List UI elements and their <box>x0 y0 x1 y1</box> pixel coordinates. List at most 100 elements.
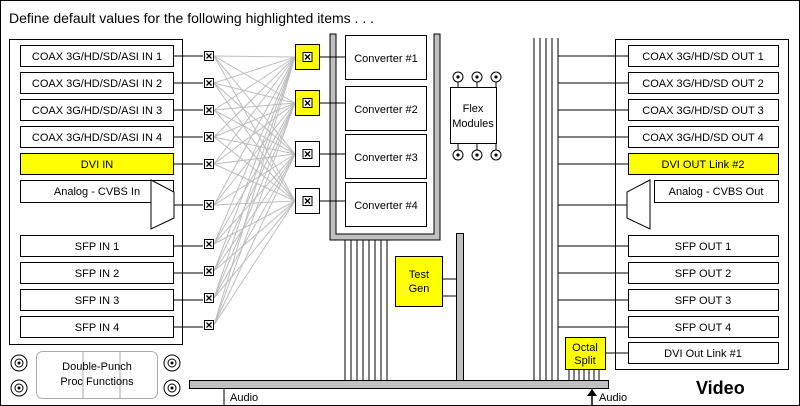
x-mark-icon <box>304 54 311 60</box>
converter-label: Converter #4 <box>354 200 418 212</box>
input-panel <box>9 39 183 345</box>
bnc-pin-icon <box>494 153 498 157</box>
diagram-elements: COAX 3G/HD/SD/ASI IN 1 COAX 3G/HD/SD/ASI … <box>10 35 779 405</box>
octal-split-box <box>565 337 606 370</box>
converter-box <box>345 134 427 179</box>
crosspoint-line <box>213 82 296 104</box>
output-box <box>628 99 779 121</box>
converter-frame <box>329 33 441 241</box>
crosspoint-line <box>213 55 296 202</box>
crosspoint-line <box>213 102 296 111</box>
crosspoint-line <box>213 153 296 326</box>
crosspoint-line <box>213 102 296 245</box>
crosspoint-line <box>213 56 296 165</box>
double-punch-label: Double-Punch <box>62 361 132 373</box>
input-box <box>20 153 174 175</box>
crosspoint-line <box>213 56 296 272</box>
input-box <box>20 99 174 121</box>
crosspoint-line <box>213 56 296 138</box>
audio-label: Audio <box>230 392 258 404</box>
crosspoint-line <box>213 153 296 245</box>
converter-label: Converter #1 <box>354 53 418 65</box>
input-label: COAX 3G/HD/SD/ASI IN 2 <box>32 78 162 90</box>
input-box <box>20 235 174 257</box>
bnc-pin-icon <box>475 75 479 79</box>
x-mark-icon <box>206 202 212 208</box>
input-label: COAX 3G/HD/SD/ASI IN 3 <box>32 105 162 117</box>
bnc-pin-icon <box>494 75 498 79</box>
crosspoint-line <box>213 163 296 202</box>
crosspoint-line <box>213 200 296 206</box>
converter-box <box>345 182 427 227</box>
output-box <box>628 289 779 311</box>
output-label: DVI OUT Link #2 <box>662 159 745 171</box>
crosspoint-line <box>213 102 296 272</box>
flex-modules-box <box>450 87 497 144</box>
output-box <box>628 153 779 175</box>
crosspoint-line <box>213 200 296 326</box>
output-box <box>628 72 779 94</box>
flex-label: Modules <box>452 118 494 130</box>
input-box <box>20 126 174 148</box>
x-mark-icon <box>304 100 311 106</box>
output-box <box>628 316 779 338</box>
input-label: SFP IN 4 <box>75 322 119 334</box>
crosspoint-line <box>213 102 296 206</box>
input-label: SFP IN 1 <box>75 241 119 253</box>
output-box <box>628 342 779 364</box>
input-box <box>20 262 174 284</box>
x-mark-icon <box>206 295 212 301</box>
bnc-pin-icon <box>17 361 21 365</box>
output-label: COAX 3G/HD/SD OUT 4 <box>642 132 763 144</box>
arrow-up-head-icon <box>587 389 597 396</box>
crosspoint-line <box>213 56 296 326</box>
input-box <box>20 45 174 67</box>
input-box <box>20 316 174 338</box>
video-label: Video <box>696 378 745 398</box>
crosspoint-line <box>213 82 296 155</box>
crosspoint-line <box>213 136 296 202</box>
input-label: COAX 3G/HD/SD/ASI IN 1 <box>32 51 162 63</box>
bnc-pin-icon <box>475 153 479 157</box>
output-label: SFP OUT 4 <box>675 322 731 334</box>
x-mark-icon <box>206 322 212 328</box>
x-mark-icon <box>206 53 212 59</box>
output-box <box>628 45 779 67</box>
output-label: SFP OUT 1 <box>675 241 731 253</box>
output-label: SFP OUT 2 <box>675 268 731 280</box>
bnc-pin-icon <box>456 75 460 79</box>
input-label: COAX 3G/HD/SD/ASI IN 4 <box>32 132 162 144</box>
converter-box <box>345 35 427 80</box>
crosspoint-line <box>213 153 296 206</box>
crosspoint-line <box>213 56 296 84</box>
input-box <box>20 289 174 311</box>
bnc-pin-icon <box>456 153 460 157</box>
converter-label: Converter #3 <box>354 152 418 164</box>
output-label: Analog - CVBS Out <box>669 186 764 198</box>
crosspoint-line <box>213 55 296 58</box>
crosspoint-line <box>213 153 296 165</box>
input-label: SFP IN 3 <box>75 295 119 307</box>
input-label: SFP IN 2 <box>75 268 119 280</box>
double-punch-label: Proc Functions <box>60 376 134 388</box>
octal-split-label: Octal <box>572 342 598 354</box>
converter-label: Converter #2 <box>354 104 418 116</box>
output-label: COAX 3G/HD/SD OUT 2 <box>642 78 763 90</box>
crosspoint-line <box>213 153 296 272</box>
bus-lines <box>344 38 600 380</box>
crosspoint-matrix <box>213 55 296 326</box>
output-box-analog <box>654 180 779 203</box>
x-mark-icon <box>206 161 212 167</box>
double-punch-box <box>36 351 158 399</box>
output-box <box>628 262 779 284</box>
crosspoint-line <box>213 102 296 165</box>
crosspoint-line <box>213 55 296 155</box>
trapezoid-icon <box>150 179 175 230</box>
output-label: COAX 3G/HD/SD OUT 3 <box>642 105 763 117</box>
bnc-pin-icon <box>17 386 21 390</box>
crosspoint-line <box>213 55 296 104</box>
bnc-pin-icon <box>170 361 174 365</box>
input-box <box>20 72 174 94</box>
